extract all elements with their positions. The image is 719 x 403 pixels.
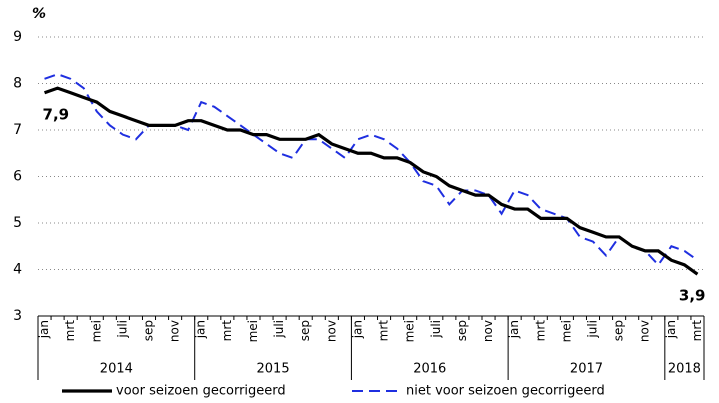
data-label: 3,9	[679, 287, 706, 305]
y-tick-label: 5	[13, 215, 22, 231]
x-tick-label: jan	[664, 320, 678, 339]
x-tick-label: jan	[37, 320, 51, 339]
x-group-label: 2018	[668, 362, 701, 377]
y-tick-label: 9	[13, 29, 22, 45]
x-tick-label: juli	[586, 320, 600, 339]
x-group-label: 2016	[413, 362, 446, 377]
x-tick-label: mrt	[377, 320, 391, 342]
legend-label: voor seizoen gecorrigeerd	[116, 384, 286, 399]
y-axis-label: %	[32, 6, 46, 22]
x-tick-label: nov	[638, 320, 652, 342]
y-tick-label: 7	[13, 122, 22, 138]
x-tick-label: jan	[350, 320, 364, 339]
x-tick-label: mei	[246, 320, 260, 342]
x-tick-label: nov	[168, 320, 182, 342]
x-tick-label: nov	[481, 320, 495, 342]
y-tick-label: 4	[13, 262, 22, 278]
x-tick-label: sep	[298, 320, 312, 341]
x-tick-label: nov	[324, 320, 338, 342]
x-tick-label: juli	[272, 320, 286, 339]
x-tick-label: sep	[455, 320, 469, 341]
x-tick-label: mei	[559, 320, 573, 342]
data-label: 7,9	[43, 105, 70, 123]
x-tick-label: mei	[89, 320, 103, 342]
x-group-label: 2017	[570, 362, 603, 377]
y-tick-label: 6	[13, 169, 22, 185]
x-tick-label: jan	[194, 320, 208, 339]
x-group-label: 2014	[100, 362, 133, 377]
x-tick-label: sep	[142, 320, 156, 341]
x-tick-label: juli	[115, 320, 129, 339]
x-tick-label: mrt	[690, 320, 704, 342]
x-tick-label: mrt	[63, 320, 77, 342]
x-tick-label: mrt	[533, 320, 547, 342]
x-tick-label: juli	[429, 320, 443, 339]
x-tick-label: sep	[612, 320, 626, 341]
legend-label: niet voor seizoen gecorrigeerd	[406, 384, 605, 399]
x-tick-label: mei	[403, 320, 417, 342]
x-group-label: 2015	[257, 362, 290, 377]
y-tick-label: 3	[13, 308, 22, 324]
series-line	[43, 86, 699, 276]
x-tick-label: jan	[507, 320, 521, 339]
y-tick-label: 8	[13, 76, 22, 92]
x-tick-label: mrt	[220, 320, 234, 342]
